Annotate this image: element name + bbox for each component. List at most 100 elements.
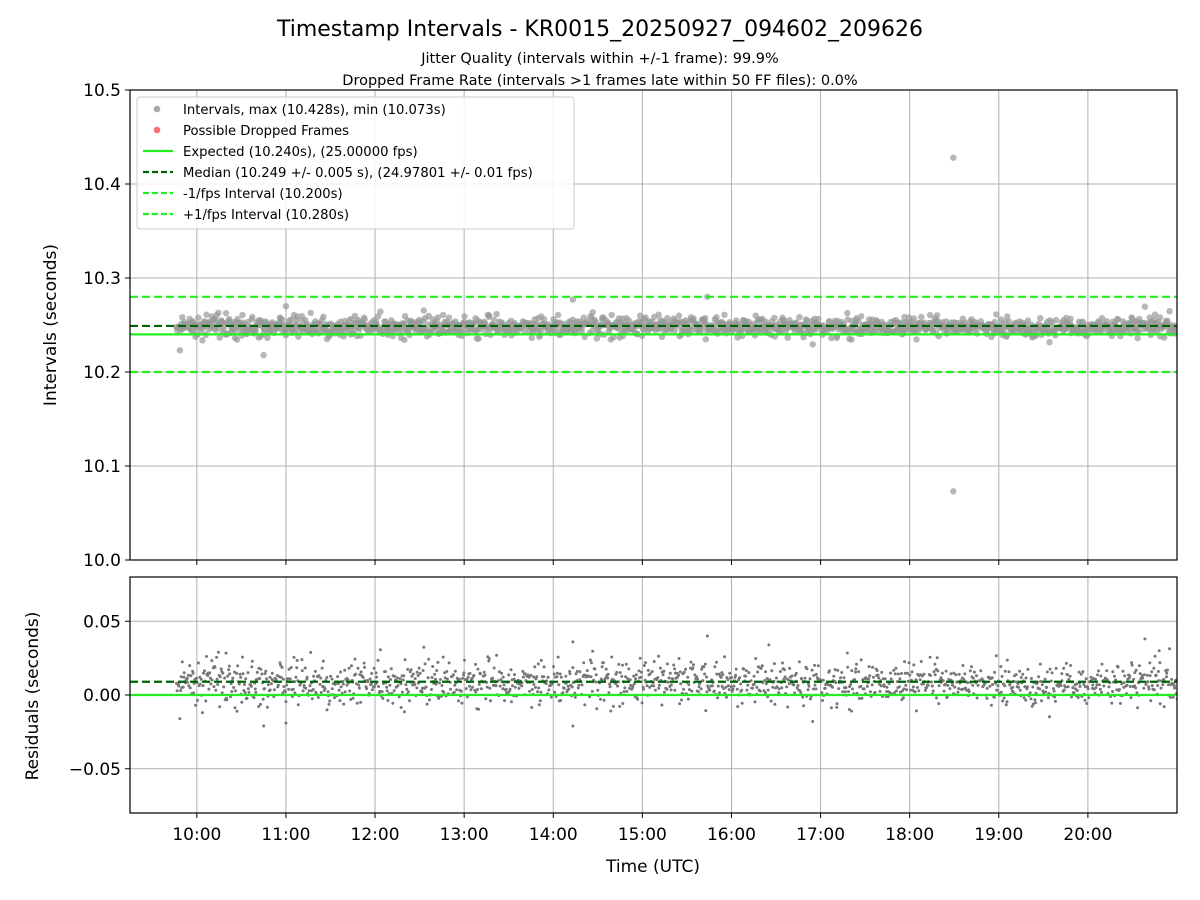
data-point: [754, 657, 758, 660]
data-point: [240, 700, 244, 704]
data-point: [209, 682, 213, 686]
data-point: [621, 663, 624, 667]
data-point: [395, 676, 399, 680]
data-point: [312, 674, 316, 678]
data-point: [682, 687, 685, 691]
data-point: [687, 683, 691, 687]
data-point: [700, 667, 704, 671]
data-point: [438, 681, 441, 685]
data-point: [1052, 689, 1056, 693]
data-point: [810, 668, 814, 672]
data-point: [271, 679, 275, 683]
data-point: [990, 676, 994, 680]
data-point: [449, 687, 452, 691]
data-point: [287, 667, 291, 671]
data-point: [374, 313, 382, 320]
data-point: [699, 687, 703, 691]
data-point: [179, 314, 186, 321]
data-point: [732, 684, 736, 688]
data-point: [1084, 677, 1088, 681]
data-point: [521, 675, 525, 679]
data-point: [250, 665, 254, 669]
data-point: [1048, 667, 1052, 671]
data-point: [540, 316, 548, 323]
data-point: [474, 662, 477, 666]
data-point: [914, 678, 918, 682]
data-point: [1029, 697, 1033, 701]
data-point: [578, 670, 582, 674]
data-point: [359, 670, 363, 674]
data-point: [692, 663, 695, 667]
data-point: [671, 677, 675, 681]
data-point: [265, 677, 269, 681]
data-point: [300, 669, 304, 673]
x-tick-label: 13:00: [440, 825, 489, 845]
data-point: [606, 676, 610, 680]
data-point: [417, 666, 421, 670]
data-point: [207, 687, 211, 691]
data-point: [932, 670, 936, 674]
data-point: [608, 311, 615, 319]
data-point: [401, 678, 405, 682]
data-point: [553, 690, 557, 694]
data-point: [235, 709, 239, 713]
data-point: [759, 666, 763, 670]
data-point: [940, 671, 944, 675]
data-point: [1149, 699, 1153, 703]
data-point: [900, 672, 903, 675]
data-point: [610, 655, 614, 659]
data-point: [961, 664, 965, 667]
data-point: [241, 672, 245, 676]
data-point: [284, 700, 288, 704]
x-tick-label: 16:00: [707, 825, 756, 845]
data-point: [1128, 674, 1132, 678]
data-point: [406, 667, 410, 671]
data-point: [898, 685, 901, 689]
data-point: [261, 697, 265, 701]
data-point: [389, 667, 393, 671]
data-point: [780, 686, 784, 690]
data-point: [812, 674, 816, 677]
data-point: [934, 312, 941, 319]
data-point: [199, 677, 203, 681]
data-point: [177, 684, 181, 688]
data-point: [1152, 688, 1156, 692]
data-point: [734, 673, 738, 677]
data-point: [975, 696, 979, 700]
data-point: [570, 685, 574, 689]
outlier-point: [260, 351, 267, 359]
legend-label: Possible Dropped Frames: [183, 124, 349, 139]
data-point: [642, 687, 645, 691]
data-point: [843, 690, 847, 694]
data-point: [1003, 669, 1007, 673]
data-point: [484, 697, 488, 701]
data-point: [793, 319, 800, 326]
data-point: [1021, 672, 1025, 676]
data-point: [873, 691, 877, 694]
data-point: [953, 685, 957, 689]
x-axis-label: Time (UTC): [605, 857, 700, 877]
data-point: [1045, 685, 1049, 689]
data-point: [999, 665, 1003, 668]
data-point: [370, 688, 374, 692]
data-point: [337, 688, 341, 692]
data-point: [396, 684, 400, 688]
data-point: [210, 678, 214, 682]
data-point: [1166, 308, 1173, 315]
data-point: [1048, 715, 1051, 719]
data-point: [1082, 683, 1086, 686]
data-point: [501, 687, 505, 691]
data-point: [994, 654, 998, 658]
data-point: [868, 690, 872, 694]
data-point: [871, 665, 875, 669]
data-point: [263, 687, 267, 691]
data-point: [385, 689, 389, 693]
data-point: [203, 311, 210, 318]
data-point: [744, 674, 748, 678]
data-point: [1085, 702, 1089, 705]
data-point: [1146, 680, 1150, 684]
data-point: [913, 690, 917, 694]
data-point: [1143, 637, 1147, 641]
data-point: [1070, 695, 1073, 699]
data-point: [848, 336, 855, 343]
